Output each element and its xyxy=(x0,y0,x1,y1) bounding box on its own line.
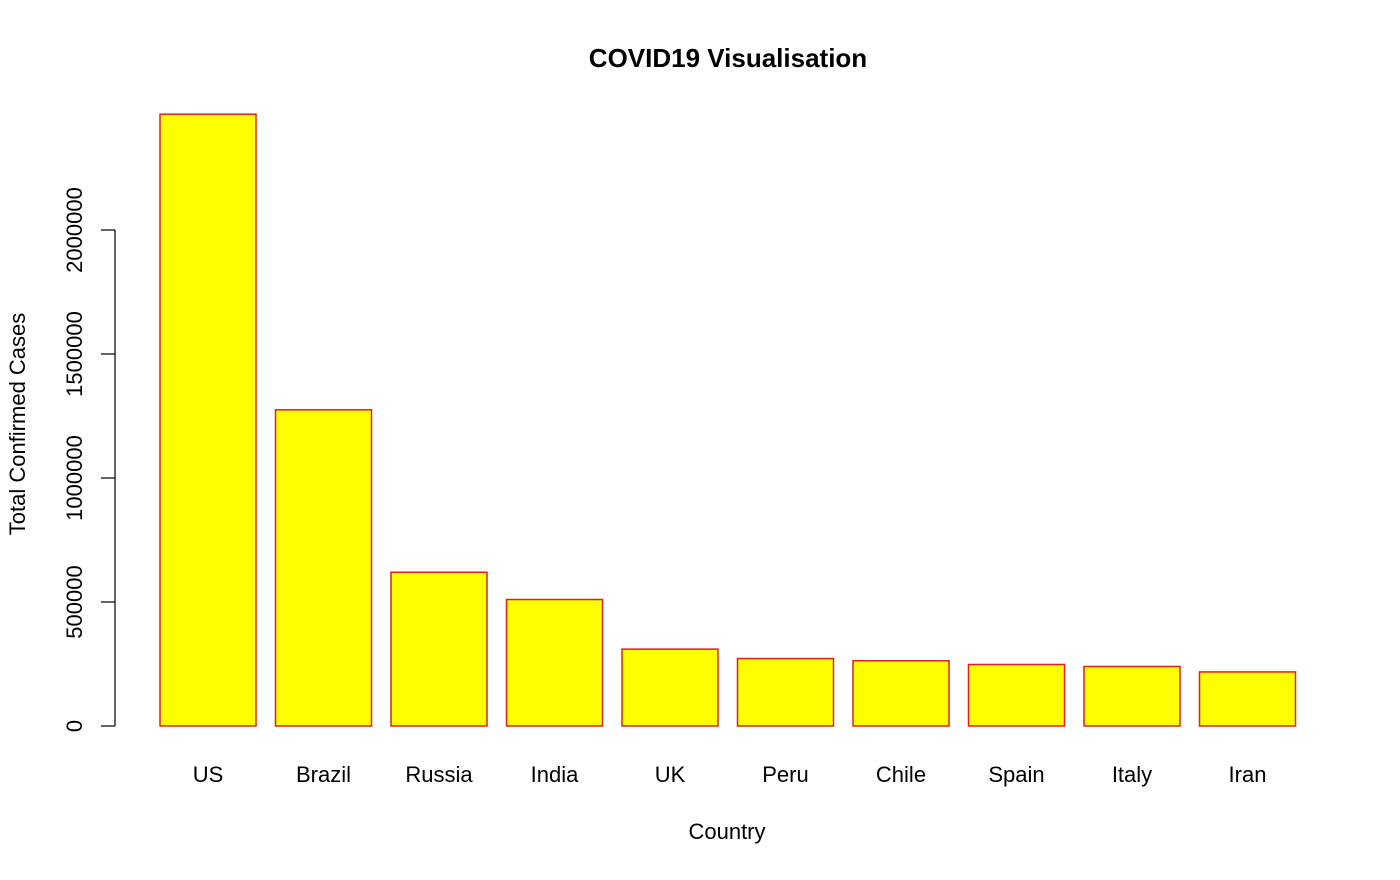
bar-iran xyxy=(1198,671,1297,727)
bar-italy xyxy=(1083,665,1181,727)
x-tick-label: Chile xyxy=(876,762,926,787)
bars-group xyxy=(159,113,1297,727)
x-tick-label: Peru xyxy=(762,762,808,787)
x-tick-label: Iran xyxy=(1229,762,1267,787)
y-tick-label: 2000000 xyxy=(62,187,87,273)
x-tick-label: UK xyxy=(655,762,686,787)
bar-russia xyxy=(390,571,488,727)
x-tick-label: Brazil xyxy=(296,762,351,787)
y-axis-label: Total Confirmed Cases xyxy=(5,313,30,536)
bar-peru xyxy=(736,657,835,727)
y-axis-ticks: 0 500000 1000000 1500000 2000000 xyxy=(62,187,115,732)
bar-india xyxy=(505,598,604,727)
bar-spain xyxy=(967,663,1066,727)
x-tick-label: Spain xyxy=(988,762,1044,787)
x-axis-label: Country xyxy=(688,819,765,844)
bar-chile xyxy=(852,660,950,727)
y-tick-label: 1000000 xyxy=(62,435,87,521)
x-tick-label: US xyxy=(193,762,224,787)
bar-brazil xyxy=(274,409,373,727)
bar-us xyxy=(159,113,257,727)
x-tick-label: Italy xyxy=(1112,762,1152,787)
x-tick-labels: US Brazil Russia India UK Peru Chile Spain Italy… xyxy=(193,762,1267,787)
y-tick-label: 1500000 xyxy=(62,311,87,397)
x-tick-label: India xyxy=(531,762,579,787)
y-tick-label: 500000 xyxy=(62,565,87,638)
y-tick-label: 0 xyxy=(62,720,87,732)
x-tick-label: Russia xyxy=(405,762,473,787)
bar-uk xyxy=(621,648,719,727)
chart-title: COVID19 Visualisation xyxy=(589,43,867,73)
